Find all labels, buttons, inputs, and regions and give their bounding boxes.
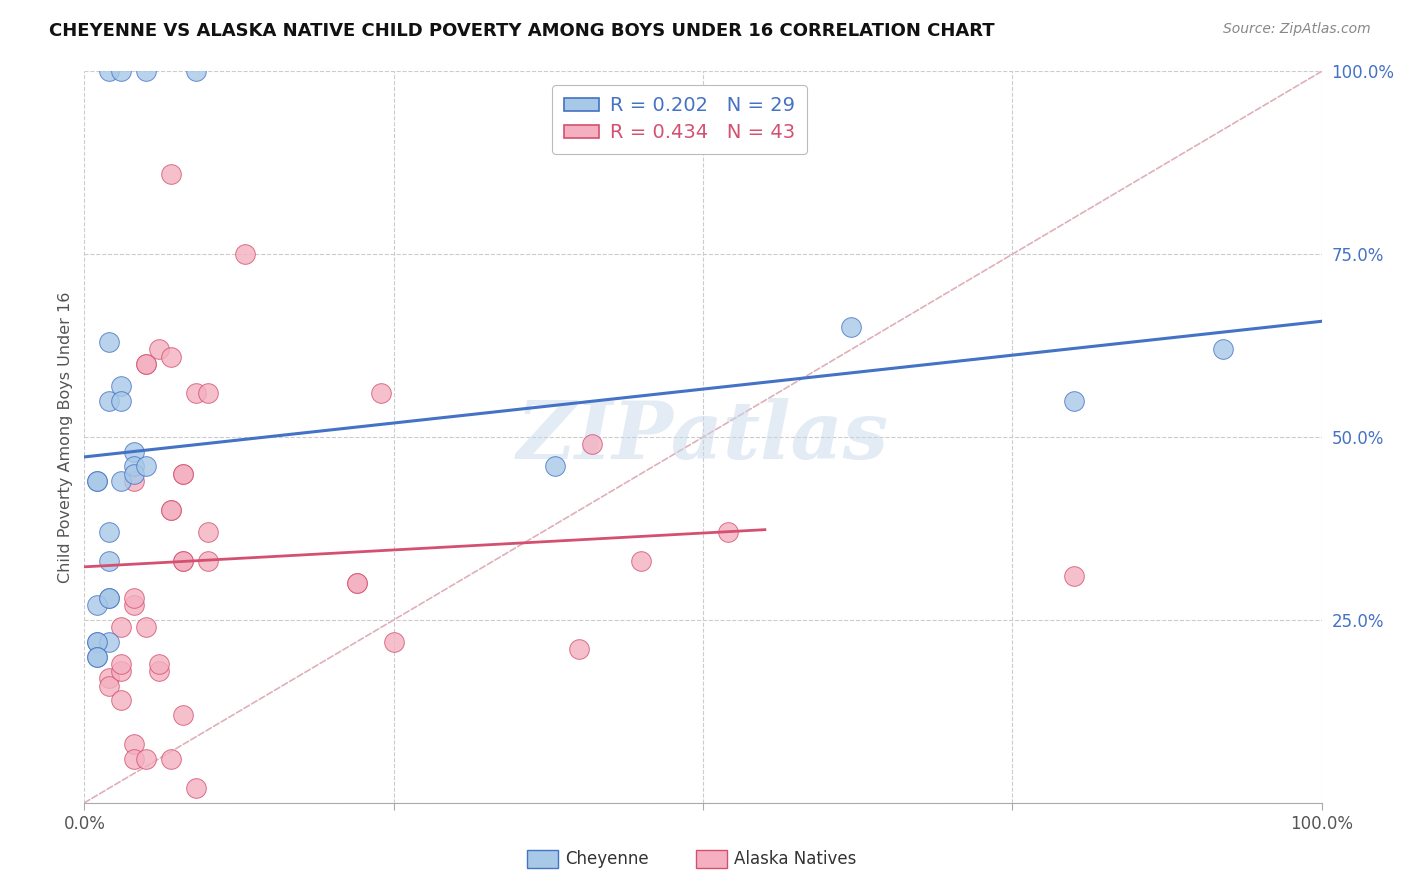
Point (370, 386, 392, 401)
Point (717, 525, 740, 540)
Y-axis label: Child Poverty Among Boys Under 16: Child Poverty Among Boys Under 16 (58, 292, 73, 582)
Point (197, 554, 219, 568)
Point (1063, 569, 1085, 583)
Point (122, 444, 145, 458)
Point (110, 693, 132, 707)
Point (110, 664, 132, 678)
Point (135, 752, 157, 766)
Point (630, 554, 652, 568)
Point (581, 437, 603, 451)
Point (122, 737, 145, 751)
Point (382, 635, 405, 649)
Text: Alaska Natives: Alaska Natives (734, 850, 856, 868)
Point (122, 474, 145, 488)
Text: Source: ZipAtlas.com: Source: ZipAtlas.com (1223, 22, 1371, 37)
Point (1212, 343, 1234, 357)
Point (98, 672, 121, 686)
Point (135, 64, 157, 78)
Point (135, 459, 157, 474)
Point (172, 554, 194, 568)
Point (346, 576, 368, 591)
Point (122, 591, 145, 605)
Point (98, 635, 121, 649)
Point (197, 386, 219, 401)
Point (172, 708, 194, 723)
Point (98, 334, 121, 349)
Point (122, 599, 145, 613)
Point (160, 167, 183, 181)
Point (184, 64, 207, 78)
Point (172, 467, 194, 481)
Point (160, 752, 183, 766)
Text: Cheyenne: Cheyenne (565, 850, 648, 868)
Point (98, 64, 121, 78)
Point (184, 781, 207, 796)
Point (86, 474, 108, 488)
Point (122, 459, 145, 474)
Point (110, 620, 132, 634)
Point (841, 320, 863, 334)
Point (172, 554, 194, 568)
Point (135, 357, 157, 371)
Point (110, 474, 132, 488)
Point (197, 525, 219, 540)
Point (98, 591, 121, 605)
Point (160, 503, 183, 517)
Point (98, 393, 121, 408)
Text: ZIPatlas: ZIPatlas (517, 399, 889, 475)
Point (86, 474, 108, 488)
Point (543, 459, 565, 474)
Point (122, 467, 145, 481)
Point (346, 576, 368, 591)
Point (98, 679, 121, 693)
Point (86, 649, 108, 664)
Point (110, 64, 132, 78)
Legend: R = 0.202   N = 29, R = 0.434   N = 43: R = 0.202 N = 29, R = 0.434 N = 43 (553, 85, 807, 153)
Point (110, 379, 132, 393)
Point (110, 393, 132, 408)
Point (86, 599, 108, 613)
Point (86, 649, 108, 664)
Point (110, 657, 132, 671)
Point (184, 386, 207, 401)
Point (86, 635, 108, 649)
Point (568, 642, 591, 657)
Point (135, 357, 157, 371)
Text: CHEYENNE VS ALASKA NATIVE CHILD POVERTY AMONG BOYS UNDER 16 CORRELATION CHART: CHEYENNE VS ALASKA NATIVE CHILD POVERTY … (49, 22, 995, 40)
Point (160, 503, 183, 517)
Point (148, 657, 170, 671)
Point (148, 343, 170, 357)
Point (98, 554, 121, 568)
Point (148, 664, 170, 678)
Point (122, 752, 145, 766)
Point (160, 350, 183, 364)
Point (1063, 393, 1085, 408)
Point (135, 620, 157, 634)
Point (98, 591, 121, 605)
Point (98, 525, 121, 540)
Point (233, 247, 256, 261)
Point (172, 467, 194, 481)
Point (86, 635, 108, 649)
